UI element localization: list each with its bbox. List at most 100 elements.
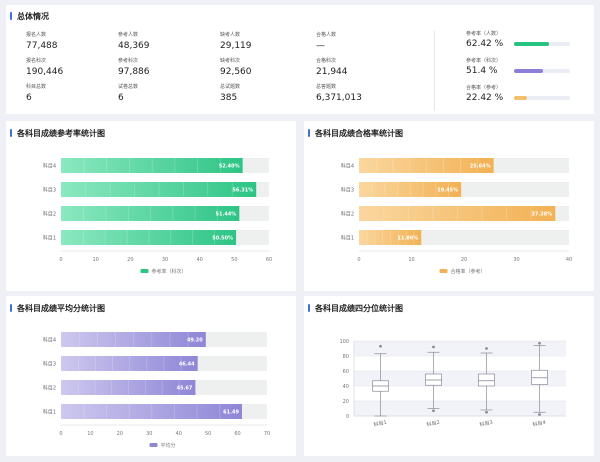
stat-item: 总试题数 385 bbox=[220, 83, 240, 103]
category-label: 科目1 bbox=[43, 235, 56, 242]
bar-segment-line bbox=[111, 380, 113, 395]
bar-segment-line bbox=[194, 206, 196, 221]
bar-segment-line bbox=[443, 158, 444, 173]
stat-item: 报名科次 190,446 bbox=[26, 57, 63, 77]
bar-segment-line bbox=[422, 182, 424, 197]
x-tick-label: 40 bbox=[196, 257, 202, 263]
bar-value-label: 51.44% bbox=[215, 212, 236, 218]
bar-value-label: 46.44 bbox=[179, 362, 195, 368]
bar-segment-line bbox=[219, 158, 221, 173]
stat-value: 77,488 bbox=[26, 41, 58, 51]
x-tick-label: 科目2 bbox=[426, 419, 440, 429]
bar-segment-line bbox=[435, 182, 437, 197]
bar-segment-line bbox=[127, 206, 129, 221]
bar bbox=[359, 158, 494, 173]
bar-segment-line bbox=[106, 158, 108, 173]
bar-segment-line bbox=[170, 230, 172, 245]
stat-value: 92,560 bbox=[220, 67, 252, 77]
x-tick-label: 20 bbox=[461, 257, 467, 263]
bar bbox=[61, 206, 240, 221]
box-outlier bbox=[379, 344, 382, 348]
bar-segment-line bbox=[128, 404, 130, 419]
x-tick-label: 10 bbox=[408, 257, 414, 263]
bar-segment-line bbox=[374, 230, 376, 245]
x-tick-label: 40 bbox=[566, 257, 572, 263]
bar-value-label: 45.67 bbox=[177, 386, 193, 392]
x-tick-label: 科目3 bbox=[479, 419, 493, 429]
rate-item: 参考率（科次） 51.4 % bbox=[466, 57, 576, 79]
bar-segment-line bbox=[79, 332, 80, 347]
bar-segment-line bbox=[97, 332, 98, 347]
bar-segment-line bbox=[163, 356, 165, 371]
bar-segment-line bbox=[219, 404, 221, 419]
bar-segment-line bbox=[214, 230, 215, 245]
bar-segment-line bbox=[172, 206, 174, 221]
stat-value: — bbox=[316, 41, 325, 51]
legend-label: 合格率（参考） bbox=[451, 268, 486, 275]
stat-label: 总答题数 bbox=[316, 84, 337, 90]
participation-rate-chart: 52.40% 科目4 56.31% 科目3 51.44% 科目2 50.50% 科目1 0 10 2… bbox=[43, 158, 272, 275]
box bbox=[478, 373, 495, 387]
stat-item: 合格人数 — bbox=[316, 31, 336, 51]
stat-item: 合格科次 21,944 bbox=[316, 57, 348, 77]
bar-segment-line bbox=[413, 230, 415, 245]
x-tick-label: 60 bbox=[234, 431, 240, 437]
bar-value-label: 11.86% bbox=[397, 236, 418, 242]
rate-value: 51.4 % bbox=[466, 66, 498, 76]
y-tick-label: 40 bbox=[343, 384, 349, 390]
bar-segment-line bbox=[397, 182, 398, 197]
bar-segment-line bbox=[78, 356, 79, 371]
bar-segment-line bbox=[85, 182, 87, 197]
bar-segment-line bbox=[112, 356, 113, 371]
bar-segment-line bbox=[151, 158, 153, 173]
category-label: 科目3 bbox=[43, 187, 56, 194]
bar-segment-line bbox=[104, 230, 106, 245]
bar-segment-line bbox=[448, 182, 450, 197]
x-tick-label: 0 bbox=[357, 257, 360, 263]
x-tick-label: 40 bbox=[176, 431, 182, 437]
bar-segment-line bbox=[77, 380, 79, 395]
pass-title: 各科目成绩合格率统计图 bbox=[308, 128, 403, 139]
stat-value: 97,886 bbox=[118, 67, 150, 77]
bar-segment-line bbox=[115, 332, 116, 347]
bar-segment-line bbox=[197, 158, 198, 173]
bar bbox=[359, 230, 422, 245]
bar-value-label: 49.20 bbox=[187, 338, 203, 344]
bar-segment-line bbox=[397, 230, 399, 245]
legend-label: 参考率（科次） bbox=[152, 268, 187, 275]
bar-segment-line bbox=[383, 206, 385, 221]
x-tick-label: 0 bbox=[59, 257, 62, 263]
box-outlier bbox=[485, 347, 488, 350]
box-outlier bbox=[538, 341, 541, 345]
bar-segment-line bbox=[169, 332, 171, 347]
bar-segment-line bbox=[106, 404, 107, 419]
x-tick-label: 10 bbox=[87, 431, 93, 437]
rate-value: 22.42 % bbox=[466, 93, 504, 103]
bar-segment-line bbox=[384, 182, 386, 197]
bar-segment-line bbox=[129, 158, 130, 173]
bar-value-label: 52.40% bbox=[219, 164, 240, 170]
bar-segment-line bbox=[151, 332, 153, 347]
stat-label: 试卷总数 bbox=[118, 84, 139, 90]
bar-value-label: 50.50% bbox=[212, 236, 233, 242]
stat-label: 报名科次 bbox=[26, 58, 47, 64]
grid-band bbox=[354, 401, 566, 416]
stat-item: 参考科次 97,886 bbox=[118, 57, 150, 77]
bar-segment-line bbox=[481, 206, 483, 221]
stat-item: 报名人数 77,488 bbox=[26, 31, 58, 51]
bar-segment-line bbox=[126, 230, 128, 245]
bar-segment-line bbox=[457, 206, 458, 221]
bar-segment-line bbox=[180, 356, 182, 371]
average-title: 各科目成绩平均分统计图 bbox=[10, 303, 105, 314]
bar-segment-line bbox=[390, 230, 391, 245]
stat-item: 参考人数 48,369 bbox=[118, 31, 150, 51]
stat-value: 385 bbox=[220, 93, 238, 103]
stat-item: 试卷总数 6 bbox=[118, 83, 138, 103]
rate-progress-track bbox=[514, 42, 570, 46]
stat-value: 48,369 bbox=[118, 41, 150, 51]
category-label: 科目1 bbox=[43, 409, 56, 416]
legend-label: 平均分 bbox=[161, 442, 176, 449]
category-label: 科目1 bbox=[341, 235, 354, 242]
bar-segment-line bbox=[105, 206, 107, 221]
bar-segment-line bbox=[150, 206, 151, 221]
